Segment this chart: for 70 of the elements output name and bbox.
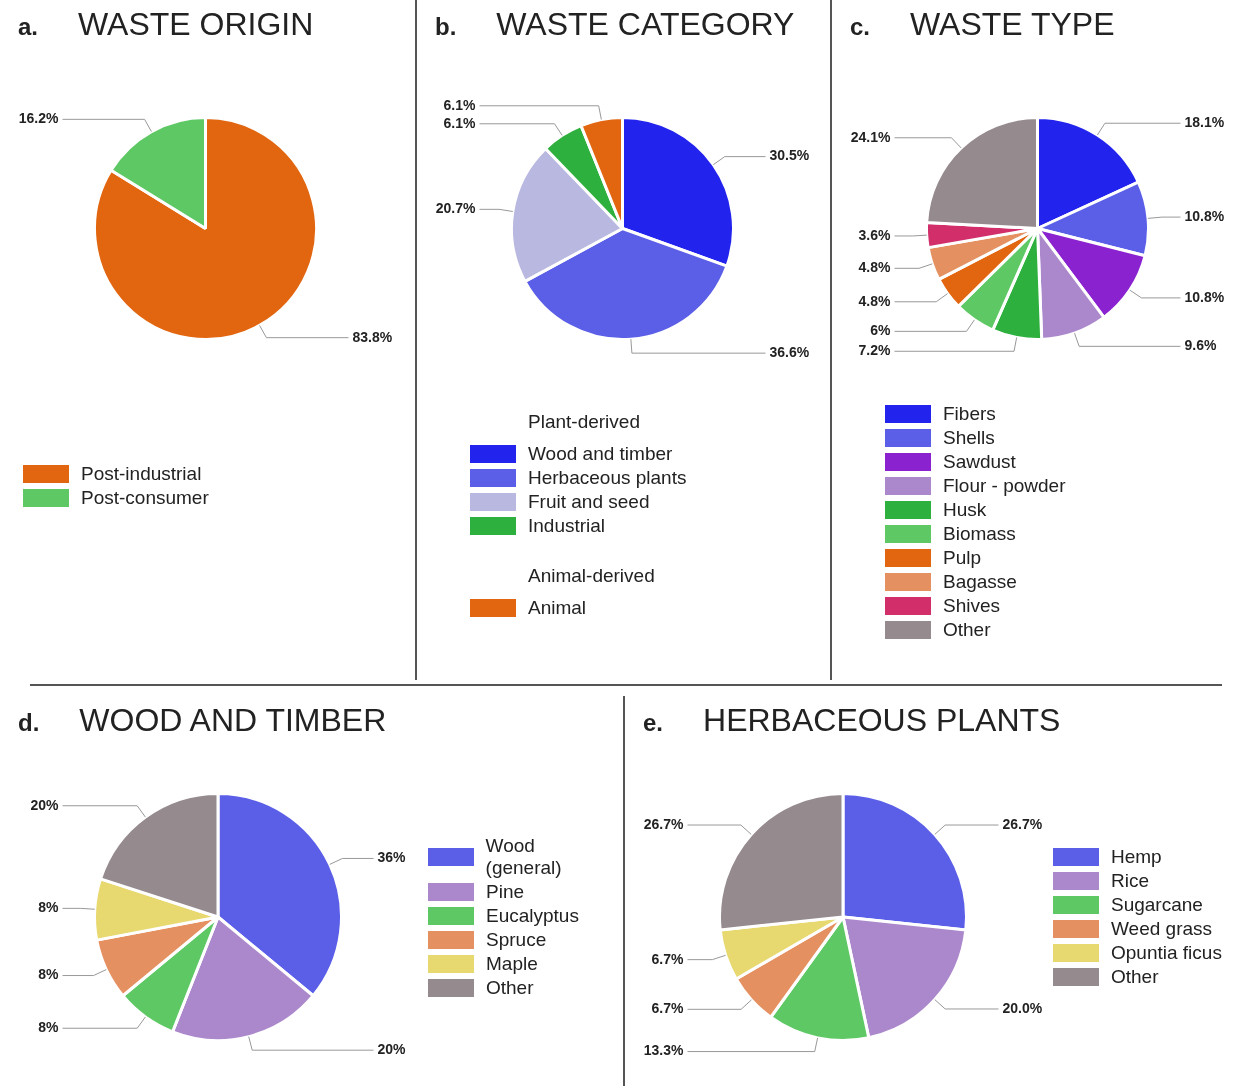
data-label: 18.1% <box>1184 114 1225 131</box>
data-label: 30.5% <box>769 147 810 164</box>
data-label: 8% <box>38 899 60 916</box>
text: a. <box>18 13 39 41</box>
data-label: 6.7% <box>651 950 685 967</box>
data-label: 6.1% <box>443 114 477 131</box>
text: c. <box>850 13 871 41</box>
legend-label: Wood and timber <box>528 443 673 465</box>
data-label: 9.6% <box>1184 337 1217 354</box>
text: Animal-derived <box>528 565 656 587</box>
data-label: 16.2% <box>18 110 60 127</box>
data-label: 6.7% <box>651 1000 685 1017</box>
legend-label: Flour - powder <box>943 475 1066 497</box>
chart-title: WASTE ORIGIN <box>78 6 314 43</box>
legend-label: Biomass <box>943 523 1016 545</box>
legend-label: Herbaceous plants <box>528 467 687 489</box>
data-label: 3.6% <box>858 226 892 243</box>
data-label: 13.3% <box>643 1042 685 1059</box>
data-label: 36.6% <box>769 344 810 360</box>
data-label: 20% <box>30 796 60 813</box>
data-label: 83.8% <box>352 328 393 345</box>
legend-label: Industrial <box>528 515 606 537</box>
text: b. <box>435 13 457 41</box>
legend-label: Other <box>486 977 534 999</box>
legend-label: Shives <box>943 595 1001 617</box>
data-label: 24.1% <box>850 128 892 145</box>
data-label: 8% <box>38 1019 60 1036</box>
legend-label: Pine <box>486 881 525 903</box>
legend-label: Maple <box>486 953 538 975</box>
legend-label: Spruce <box>486 929 547 951</box>
legend-label: Opuntia ficus <box>1111 942 1222 964</box>
legend-label: Hemp <box>1111 846 1162 868</box>
data-label: 8% <box>38 966 60 983</box>
chart-title: WASTE CATEGORY <box>496 6 795 43</box>
legend-label: Fibers <box>943 403 996 425</box>
legend-label: Other <box>943 619 991 641</box>
legend-label: Pulp <box>943 547 982 569</box>
data-label: 6.1% <box>443 96 477 113</box>
legend-label: Post-consumer <box>81 487 209 509</box>
data-label: 4.8% <box>858 292 892 309</box>
data-label: 20.7% <box>435 200 477 217</box>
chart-title: WOOD AND TIMBER <box>79 702 387 739</box>
legend-label: Eucalyptus <box>486 905 579 927</box>
legend-label: Rice <box>1111 870 1150 892</box>
data-label: 4.8% <box>858 259 892 276</box>
data-label: 26.7% <box>1002 815 1043 832</box>
chart-title: WASTE TYPE <box>910 6 1115 43</box>
legend-title: Plant-derived <box>528 411 641 433</box>
data-label: 20% <box>377 1041 407 1058</box>
data-label: 36% <box>377 849 407 866</box>
data-label: 26.7% <box>643 815 685 832</box>
legend-label: Other <box>1111 966 1159 988</box>
data-label: 10.8% <box>1184 207 1225 224</box>
legend-label: Wood (general) <box>485 835 563 879</box>
legend-label: Weed grass <box>1111 918 1213 940</box>
legend-label: Sugarcane <box>1111 894 1203 916</box>
legend-label: Post-industrial <box>81 463 202 485</box>
chart-title: HERBACEOUS PLANTS <box>703 702 1061 739</box>
data-label: 7.2% <box>858 342 892 359</box>
legend-label: Sawdust <box>943 451 1016 473</box>
legend-label: Husk <box>943 499 987 521</box>
legend-label: Fruit and seed <box>528 491 650 513</box>
data-label: 6% <box>870 322 892 339</box>
legend-label: Shells <box>943 427 995 449</box>
text: e. <box>643 709 664 737</box>
legend-label: Bagasse <box>943 571 1017 593</box>
data-label: 20.0% <box>1002 999 1043 1016</box>
data-label: 10.8% <box>1184 288 1225 305</box>
legend-label: Animal <box>528 597 587 619</box>
text: d. <box>18 709 40 737</box>
